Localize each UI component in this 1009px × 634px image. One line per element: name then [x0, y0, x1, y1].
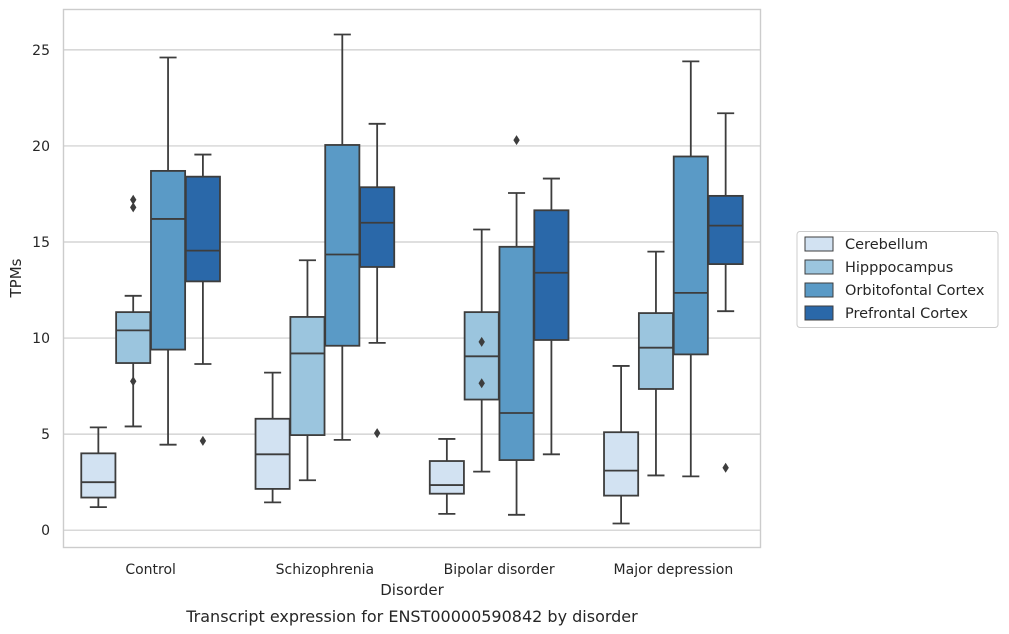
box — [324, 144, 361, 347]
y-tick-label: 20 — [32, 139, 50, 155]
box — [533, 209, 570, 341]
legend-label: Hipppocampus — [845, 260, 953, 276]
x-axis-label: Disorder — [380, 581, 444, 599]
box-group — [254, 33, 396, 504]
box — [80, 452, 117, 499]
plot-frame — [62, 8, 762, 549]
legend-label: Cerebellum — [845, 237, 928, 253]
legend: Cerebellum Hipppocampus Orbitofontal Corte… — [796, 231, 999, 328]
y-tick-label: 0 — [41, 523, 50, 539]
legend-swatch — [804, 305, 834, 321]
x-tick-label: Bipolar disorder — [444, 562, 555, 578]
figure-caption: Transcript expression for ENST0000059084… — [185, 607, 638, 626]
outlier-point — [199, 435, 207, 446]
y-axis-label: TPMs — [7, 258, 25, 298]
box-group — [428, 135, 570, 516]
box — [637, 312, 674, 390]
outlier-point — [130, 202, 137, 213]
x-tick-label: Schizophrenia — [276, 562, 374, 578]
outlier-point — [513, 135, 520, 146]
outlier-point — [478, 336, 485, 347]
legend-frame — [796, 231, 999, 328]
y-tick-labels: 0 5 10 15 20 25 — [32, 43, 50, 539]
box-groups — [80, 33, 744, 525]
box — [150, 169, 187, 351]
box — [428, 460, 465, 495]
y-tick-label: 15 — [32, 235, 50, 251]
x-tick-label: Control — [125, 562, 176, 578]
y-tick-label: 10 — [32, 331, 50, 347]
outlier-point — [722, 462, 729, 473]
legend-swatch — [804, 282, 834, 298]
box — [359, 186, 396, 268]
box — [184, 175, 221, 283]
legend-label: Orbitofontal Cortex — [845, 283, 985, 299]
box — [672, 155, 709, 356]
x-tick-label: Major depression — [614, 562, 734, 578]
legend-swatch — [804, 236, 834, 252]
outlier-point — [130, 194, 137, 205]
x-tick-labels: Control Schizophrenia Bipolar disorder Majo… — [125, 562, 733, 578]
box — [289, 316, 326, 436]
outlier-point — [373, 428, 381, 439]
box-group — [603, 60, 744, 525]
y-tick-label: 25 — [32, 43, 50, 59]
box — [498, 245, 535, 461]
box — [115, 311, 152, 364]
box — [603, 431, 640, 497]
box — [707, 194, 744, 265]
y-tick-label: 5 — [41, 427, 50, 443]
box-group — [80, 56, 221, 509]
legend-label: Prefrontal Cortex — [845, 306, 968, 322]
outlier-point — [478, 378, 485, 389]
legend-swatch — [804, 259, 834, 275]
outlier-point — [130, 376, 137, 387]
